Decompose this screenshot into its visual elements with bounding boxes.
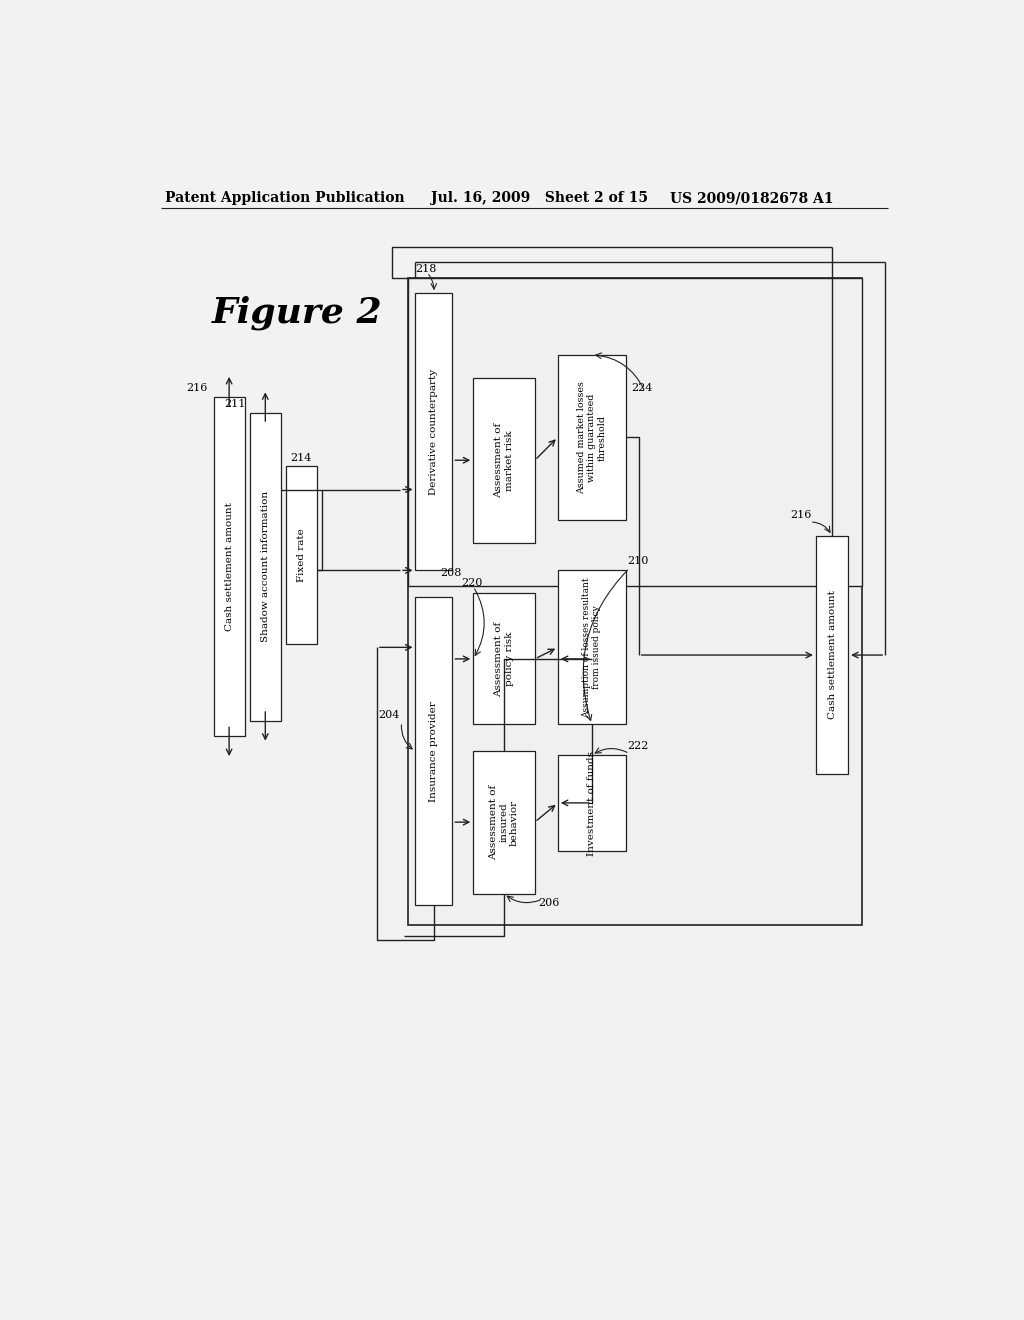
Text: Cash settlement amount: Cash settlement amount	[827, 590, 837, 719]
Text: Assessment of
policy risk: Assessment of policy risk	[495, 622, 514, 697]
Bar	[473, 594, 535, 725]
Bar	[250, 412, 281, 721]
Bar	[473, 751, 535, 894]
Bar	[416, 293, 453, 570]
Bar	[558, 570, 626, 725]
Text: Assessment of
market risk: Assessment of market risk	[495, 422, 514, 498]
Text: Cash settlement amount: Cash settlement amount	[224, 502, 233, 631]
Bar	[214, 397, 245, 737]
Bar	[558, 355, 626, 520]
Text: Jul. 16, 2009   Sheet 2 of 15: Jul. 16, 2009 Sheet 2 of 15	[431, 191, 648, 206]
Text: Shadow account information: Shadow account information	[261, 491, 269, 642]
Text: Derivative counterparty: Derivative counterparty	[429, 368, 438, 495]
Text: 206: 206	[539, 898, 560, 908]
Text: 224: 224	[631, 383, 652, 393]
Text: Insurance provider: Insurance provider	[429, 701, 438, 801]
Text: 204: 204	[379, 710, 400, 721]
Text: Assumption of losses resultant
from issued policy: Assumption of losses resultant from issu…	[582, 577, 601, 718]
Text: Patent Application Publication: Patent Application Publication	[165, 191, 404, 206]
Text: 210: 210	[628, 557, 648, 566]
Text: US 2009/0182678 A1: US 2009/0182678 A1	[670, 191, 834, 206]
Bar	[816, 536, 848, 775]
Text: 216: 216	[791, 511, 812, 520]
Text: Fixed rate: Fixed rate	[297, 528, 306, 582]
Text: Assumed market losses
within guaranteed
threshold: Assumed market losses within guaranteed …	[577, 381, 606, 494]
Text: 208: 208	[440, 568, 462, 578]
Text: 218: 218	[416, 264, 437, 275]
Bar	[558, 755, 626, 851]
Text: Investment of funds: Investment of funds	[588, 751, 596, 855]
Text: 216: 216	[186, 383, 208, 393]
Text: 220: 220	[462, 578, 483, 589]
Bar	[286, 466, 316, 644]
Text: 214: 214	[290, 453, 311, 462]
Text: Assessment of
insured
behavior: Assessment of insured behavior	[489, 785, 519, 861]
Text: 222: 222	[628, 742, 648, 751]
Text: 211: 211	[224, 399, 246, 409]
Bar	[408, 277, 862, 586]
Bar	[408, 277, 862, 924]
Bar	[473, 378, 535, 544]
Bar	[416, 597, 453, 906]
Text: Figure 2: Figure 2	[211, 296, 382, 330]
